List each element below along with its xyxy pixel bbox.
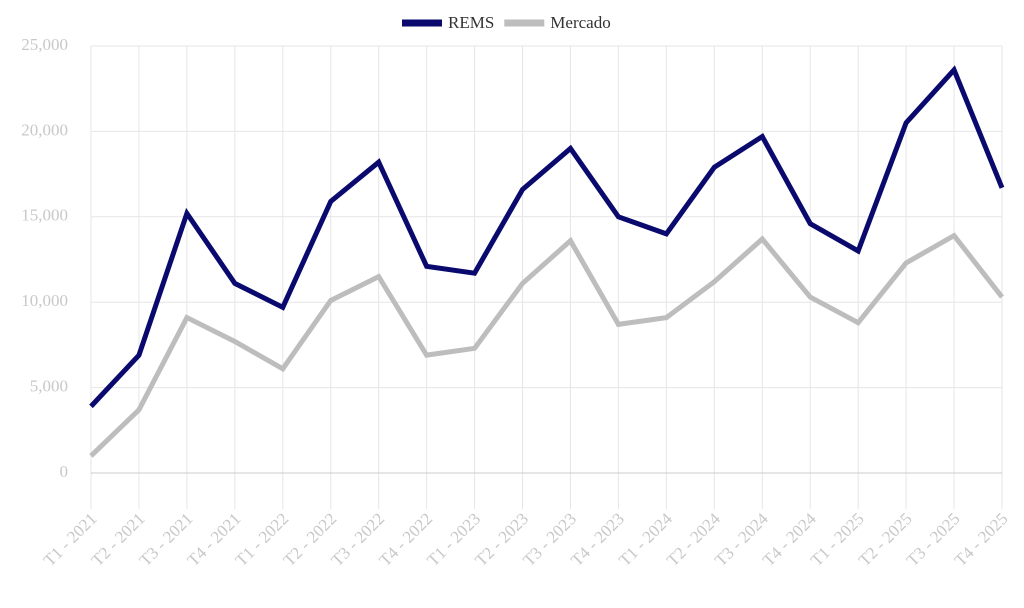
y-tick-label: 0 xyxy=(60,462,69,481)
series-line xyxy=(89,232,1004,458)
legend-label: REMS xyxy=(448,13,494,32)
y-tick-label: 25,000 xyxy=(21,35,68,54)
y-tick-label: 10,000 xyxy=(21,291,68,310)
x-tick-label: T4 - 2025 xyxy=(951,509,1012,570)
y-tick-label: 20,000 xyxy=(21,120,68,139)
y-tick-label: 5,000 xyxy=(30,377,68,396)
series-line xyxy=(89,65,1005,409)
y-tick-label: 15,000 xyxy=(21,206,68,225)
legend-label: Mercado xyxy=(550,13,610,32)
